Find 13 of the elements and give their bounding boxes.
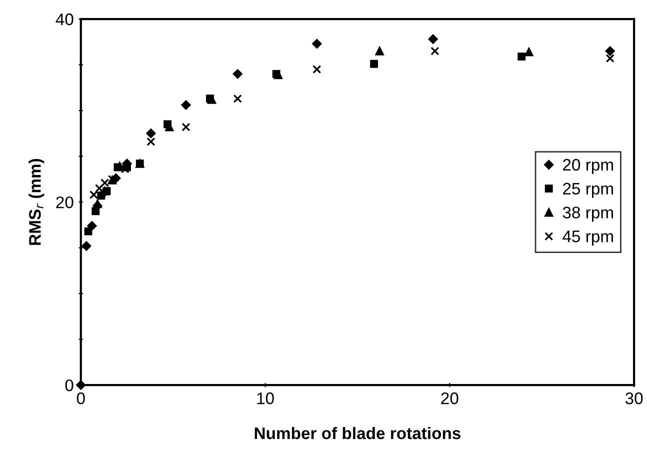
x-axis-title: Number of blade rotations (254, 426, 460, 440)
y-axis-title: RMS$_{r}$ (mm) (28, 158, 44, 245)
legend-label: 25 rpm (563, 182, 613, 198)
y-tick-label: 20 (56, 196, 74, 208)
y-tick-label: 40 (56, 13, 74, 26)
x-tick-label: 20 (441, 392, 458, 404)
legend-label: 38 rpm (562, 206, 613, 222)
y-tick-label: 0 (65, 379, 74, 392)
x-tick-label: 10 (257, 392, 274, 404)
legend-label: 45 rpm (562, 230, 613, 246)
x-tick-label: 30 (625, 392, 643, 404)
x-tick-label: 0 (76, 392, 85, 404)
legend-label: 20 rpm (563, 158, 613, 174)
